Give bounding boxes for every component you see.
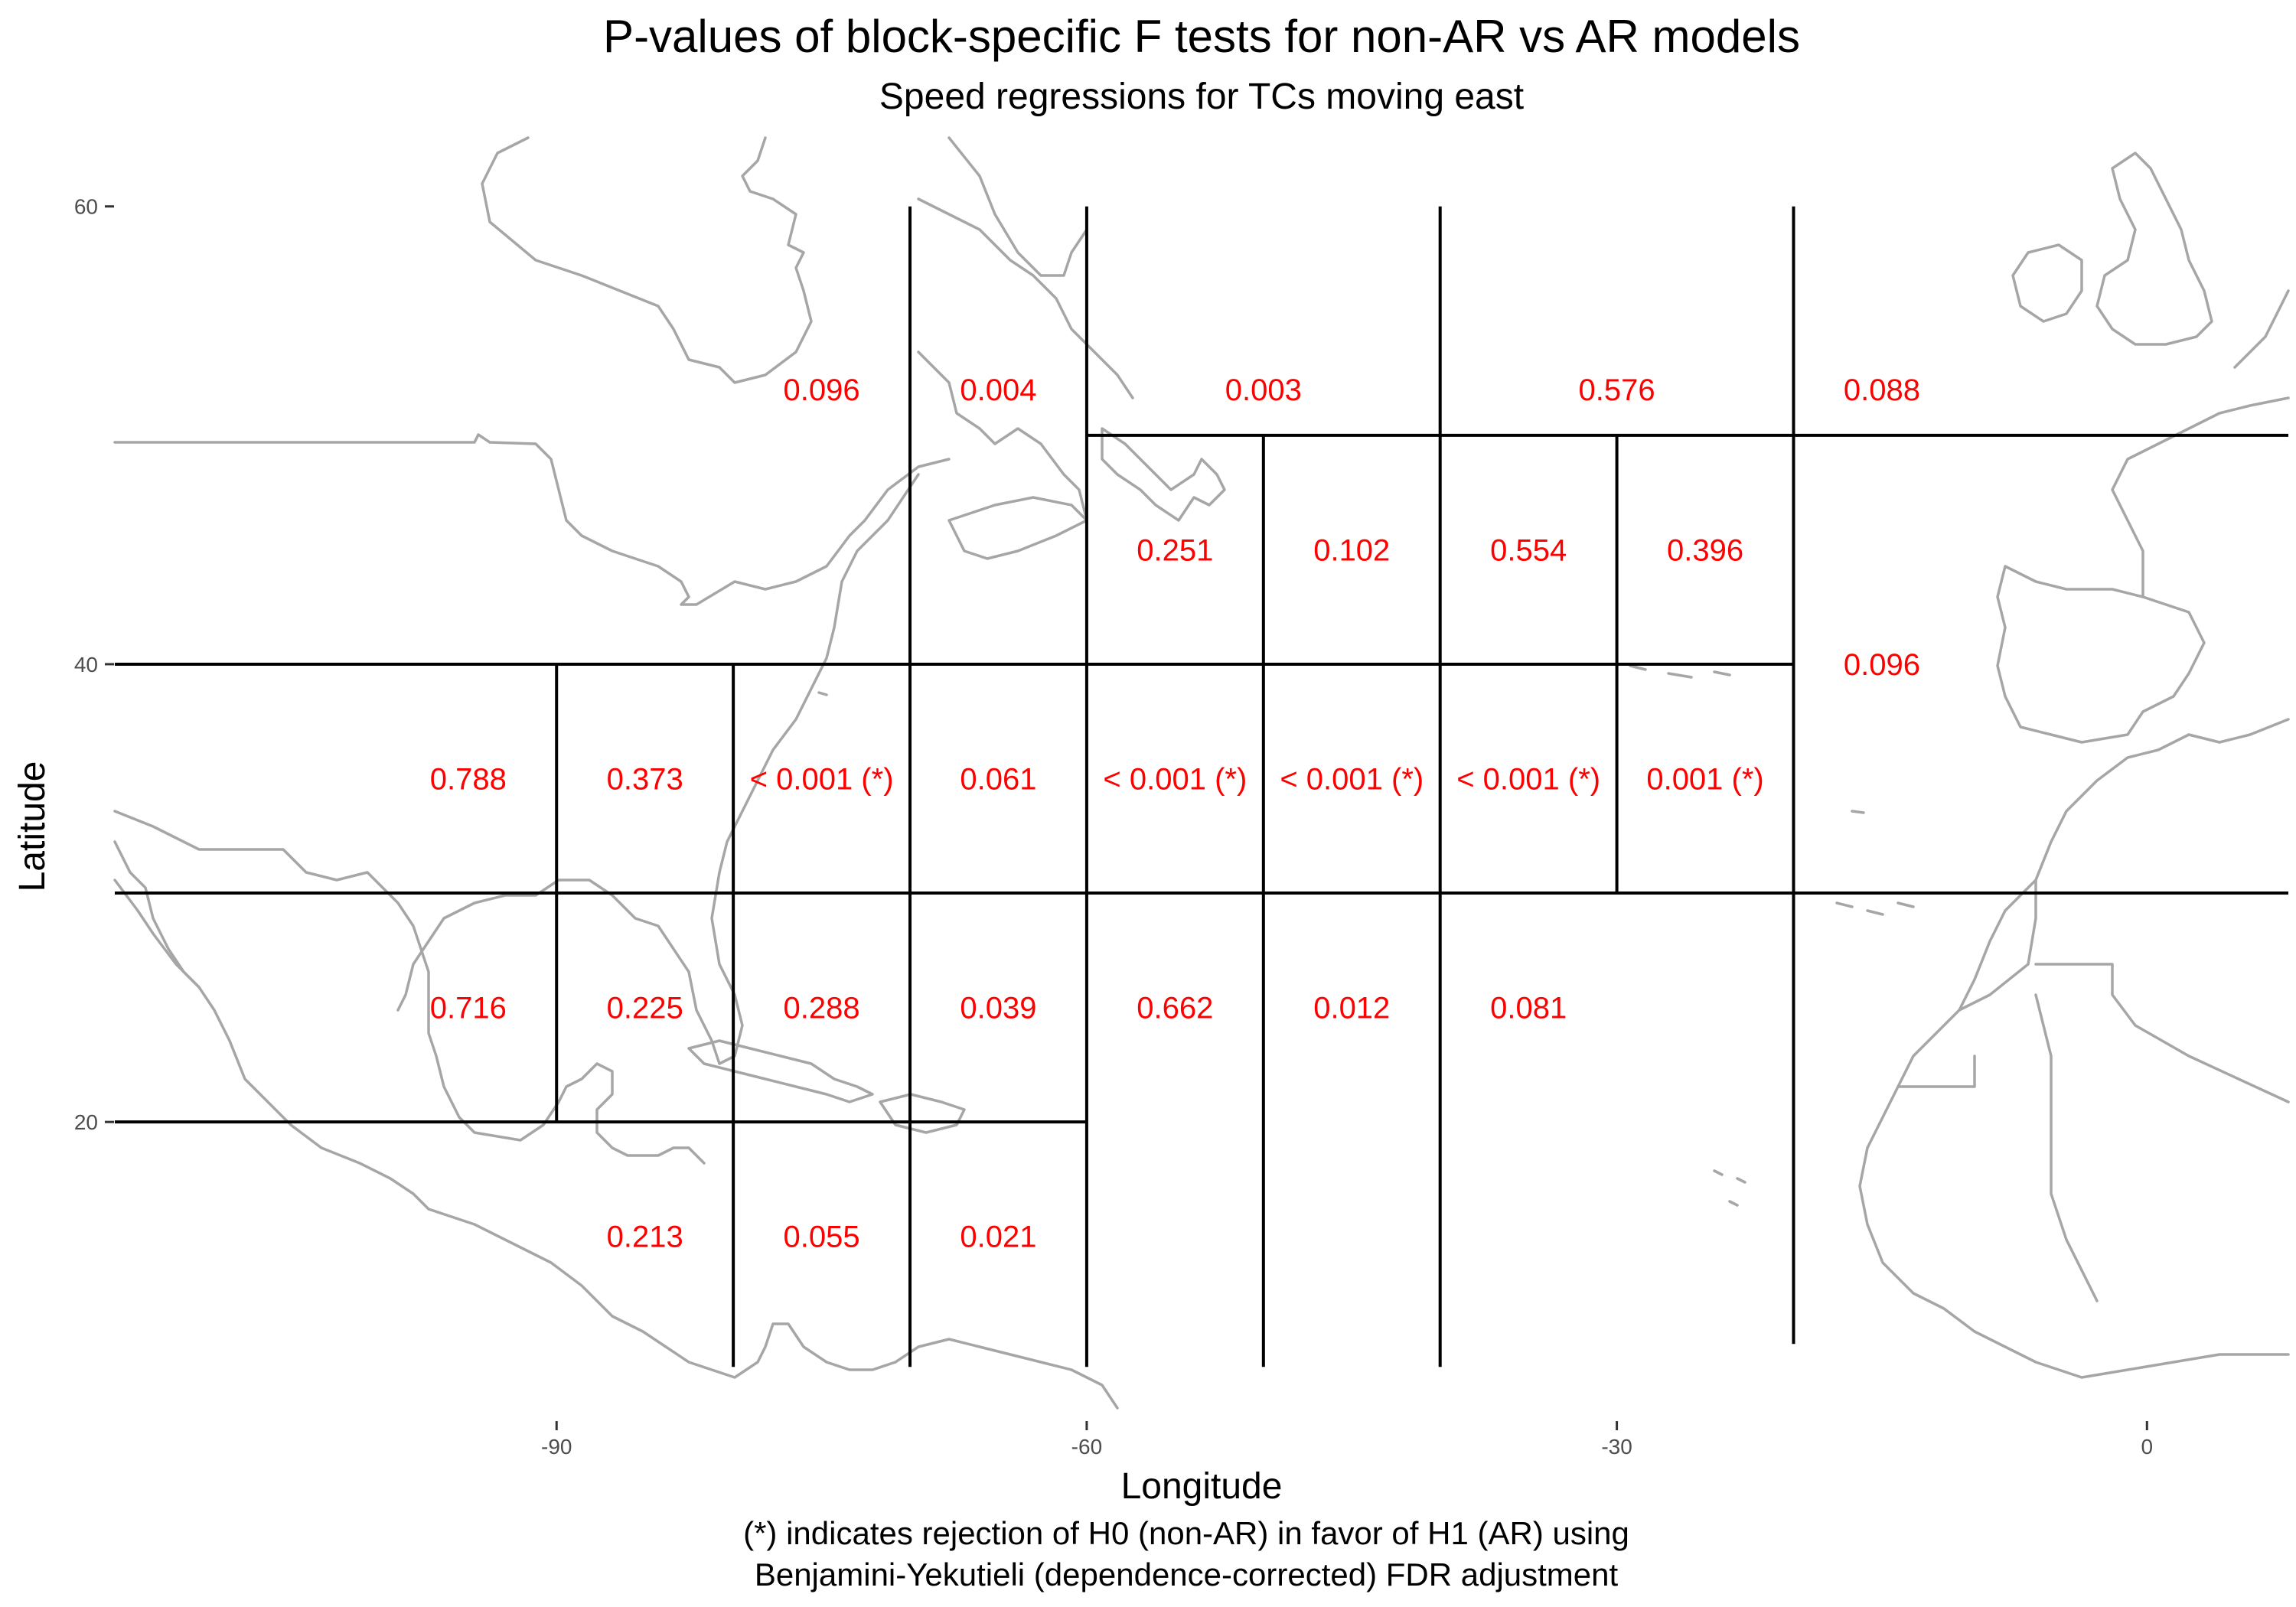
coastline-basemap: [113, 136, 2290, 1410]
y-tick-label: 40: [74, 653, 98, 676]
p-value-label: 0.004: [960, 373, 1036, 407]
p-value-label: 0.061: [960, 763, 1036, 797]
south-america-coastline: [894, 1338, 1119, 1410]
p-value-label: 0.055: [784, 1221, 860, 1254]
gulf-of-mexico-coastline: [113, 810, 706, 1165]
y-axis: 20 40 60: [74, 195, 114, 1134]
cape-verde-islands: [1713, 1169, 1746, 1207]
p-value-label: 0.373: [607, 763, 683, 797]
gulf-st-lawrence-coastline: [917, 350, 1088, 522]
labrador-coastline: [917, 197, 1134, 399]
p-value-label: 0.096: [1844, 648, 1920, 682]
p-value-label: 0.225: [607, 992, 683, 1025]
bermuda-island: [817, 691, 828, 696]
africa-coastline: [1858, 718, 2290, 1379]
nova-scotia-coastline: [947, 496, 1088, 560]
p-value-label: < 0.001 (*): [1456, 763, 1600, 797]
central-america-coastline: [664, 1322, 897, 1379]
p-value-label: < 0.001 (*): [750, 763, 894, 797]
canary-islands: [1835, 901, 1915, 916]
p-value-label: 0.001 (*): [1646, 763, 1763, 797]
p-value-label: 0.576: [1579, 373, 1655, 407]
p-value-label: 0.662: [1137, 992, 1213, 1025]
y-tick-label: 60: [74, 195, 98, 219]
p-value-label: < 0.001 (*): [1280, 763, 1424, 797]
x-tick-label: -30: [1601, 1435, 1632, 1459]
p-value-label: 0.554: [1490, 533, 1567, 567]
chart-subtitle: Speed regressions for TCs moving east: [879, 77, 1524, 117]
x-tick-label: -60: [1071, 1435, 1102, 1459]
p-value-label: 0.251: [1137, 533, 1213, 567]
azores-islands: [1629, 664, 1731, 679]
baja-california-coastline: [113, 840, 201, 989]
p-value-label: 0.081: [1490, 992, 1567, 1025]
caption-line-2: Benjamini-Yekutieli (dependence-correcte…: [755, 1556, 1619, 1592]
hispaniola-coastline: [879, 1093, 966, 1134]
block-grid-lines: [115, 206, 2288, 1367]
p-value-label: 0.102: [1313, 533, 1390, 567]
caption-line-1: (*) indicates rejection of H0 (non-AR) i…: [743, 1515, 1629, 1551]
p-value-labels: 0.096 0.004 0.003 0.576 0.088 0.251 0.102 0.554…: [430, 373, 1920, 1254]
x-tick-label: -90: [541, 1435, 572, 1459]
p-value-label: 0.396: [1667, 533, 1743, 567]
p-value-label: 0.096: [784, 373, 860, 407]
p-value-label: 0.213: [607, 1221, 683, 1254]
p-value-label: 0.003: [1225, 373, 1302, 407]
north-sea-coastline: [2233, 289, 2290, 369]
us-east-coastline: [396, 473, 920, 1065]
newfoundland-coastline: [1101, 427, 1226, 522]
mexico-pacific-coastline: [113, 878, 667, 1348]
p-value-label: 0.021: [960, 1221, 1036, 1254]
canada-border: [113, 433, 951, 606]
greenland-coastline: [947, 136, 1088, 277]
france-coastline: [2111, 396, 2290, 598]
p-value-label: < 0.001 (*): [1103, 763, 1247, 797]
x-axis: -90 -60 -30 0: [541, 1421, 2153, 1459]
cuba-coastline: [687, 1039, 874, 1103]
y-tick-label: 20: [74, 1110, 98, 1134]
p-value-label: 0.716: [430, 992, 507, 1025]
p-value-label: 0.788: [430, 763, 507, 797]
p-value-label: 0.039: [960, 992, 1036, 1025]
y-axis-title: Latitude: [12, 761, 53, 892]
iberia-coastline: [1996, 565, 2206, 744]
x-axis-title: Longitude: [1121, 1466, 1283, 1507]
p-value-label: 0.288: [784, 992, 860, 1025]
p-value-label: 0.088: [1844, 373, 1920, 407]
p-value-label: 0.012: [1313, 992, 1390, 1025]
chart-title: P-values of block-specific F tests for n…: [603, 11, 1800, 62]
hudson-bay-coastline: [481, 136, 813, 384]
madeira-island: [1851, 810, 1865, 814]
great-britain-coastline: [2095, 152, 2213, 346]
x-tick-label: 0: [2141, 1435, 2153, 1459]
africa-borders: [1896, 878, 2290, 1302]
ireland-coastline: [2011, 243, 2083, 323]
